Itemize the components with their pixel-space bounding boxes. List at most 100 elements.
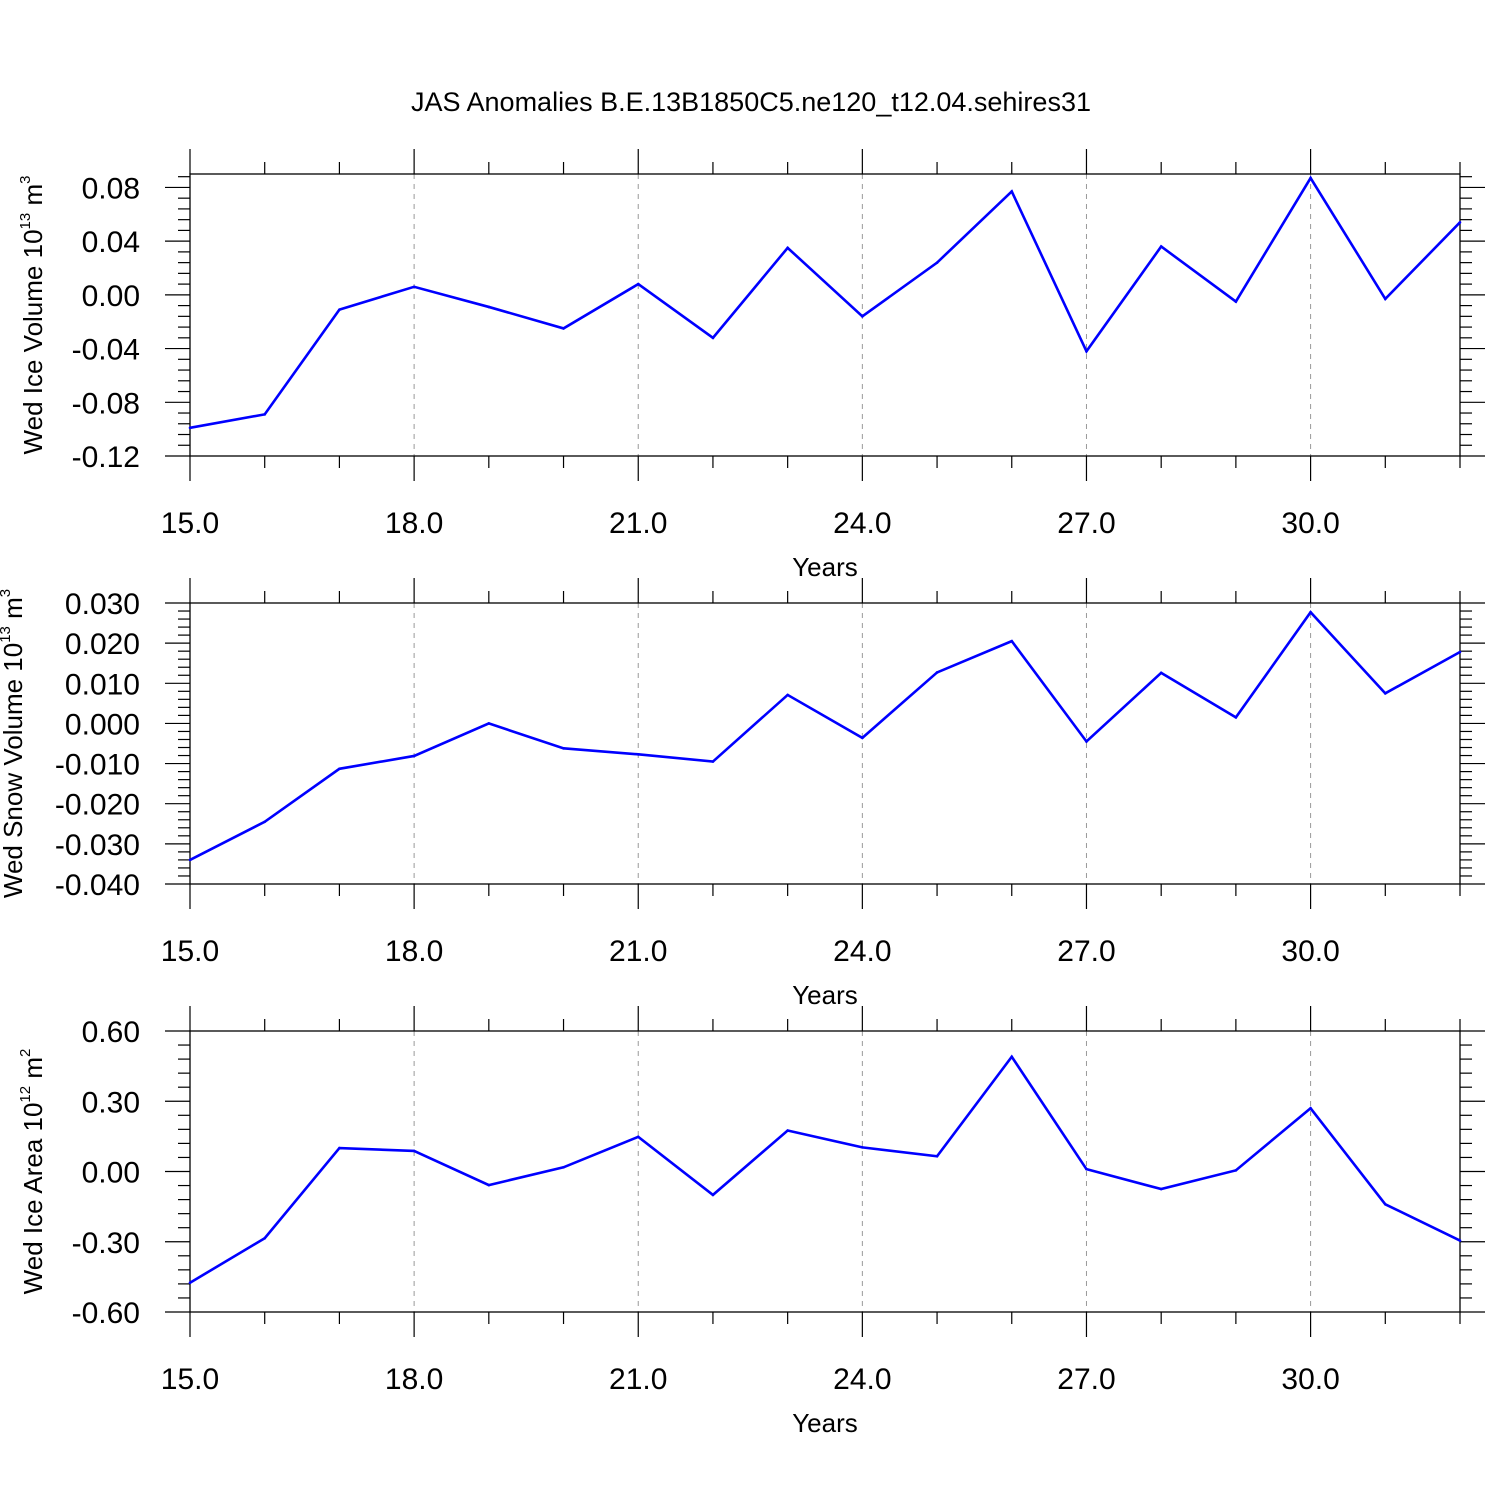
x-tick-label: 18.0 [385, 1363, 443, 1396]
data-point [636, 1135, 640, 1139]
data-point [1309, 1106, 1312, 1110]
data-point [636, 282, 640, 286]
data-point [412, 1149, 416, 1153]
x-tick-label: 30.0 [1281, 1363, 1339, 1396]
data-point [1234, 716, 1238, 719]
y-tick-label: 0.30 [82, 1086, 140, 1119]
data-point [412, 754, 416, 758]
x-axis-label: Years [792, 980, 858, 1010]
data-point [1383, 692, 1387, 695]
data-point [562, 327, 565, 330]
data-point [935, 1154, 939, 1158]
y-tick-label: -0.60 [72, 1297, 140, 1330]
panel-1: 15.0 18.0 21.0 24.0 27.0 30.0 -0.12 -0.08 -0.04 0… [17, 149, 1485, 582]
data-point [786, 693, 789, 697]
y-tick-label: -0.30 [72, 1227, 140, 1260]
y-tick-label: 0.00 [82, 1157, 140, 1190]
x-tick-label: 15.0 [161, 507, 219, 540]
y-tick-label: -0.020 [55, 789, 140, 822]
data-point [861, 315, 864, 318]
plot-frame [189, 173, 1461, 457]
data-point [188, 1281, 192, 1285]
x-axis-label: Years [792, 552, 858, 582]
x-tick-label: 21.0 [609, 507, 667, 540]
x-tick-label: 30.0 [1281, 507, 1339, 540]
data-point [338, 1146, 341, 1150]
y-tick-label: -0.010 [55, 749, 140, 782]
y-axis-label: Wed Ice Volume 1013 m3 [17, 176, 48, 455]
y-tick-label: -0.08 [72, 387, 140, 420]
data-point [935, 261, 939, 264]
x-tick-label: 15.0 [161, 935, 219, 968]
data-point [1085, 349, 1088, 353]
series-line [189, 1054, 1461, 1284]
y-tick-label: 0.04 [82, 226, 140, 259]
x-tick-label: 21.0 [609, 935, 667, 968]
x-axis-label: Years [792, 1408, 858, 1438]
x-tick-label: 15.0 [161, 1363, 219, 1396]
data-point [1458, 650, 1462, 654]
data-point [562, 1165, 565, 1169]
y-axis-label: Wed Ice Area 1012 m2 [17, 1049, 48, 1295]
data-point [263, 413, 267, 416]
data-point [487, 722, 491, 725]
data-point [1010, 1055, 1014, 1059]
x-tick-label: 24.0 [833, 507, 891, 540]
data-point [1234, 1169, 1238, 1172]
data-point [861, 1146, 864, 1149]
data-point [711, 760, 715, 763]
data-point [1159, 245, 1163, 248]
x-tick-label: 18.0 [385, 935, 443, 968]
data-point [338, 308, 341, 311]
y-tick-label: 0.020 [65, 628, 140, 661]
y-tick-label: 0.000 [65, 708, 140, 741]
y-tick-label: 0.010 [65, 668, 140, 701]
y-tick-label: -0.030 [55, 829, 140, 862]
y-tick-label: 0.00 [82, 280, 140, 313]
data-point [861, 736, 864, 740]
x-tick-label: 24.0 [833, 1363, 891, 1396]
data-point [338, 767, 341, 771]
data-point [1010, 639, 1014, 643]
x-tick-label: 27.0 [1057, 1363, 1115, 1396]
plot-frame [189, 602, 1461, 885]
data-point [188, 858, 192, 862]
x-tick-label: 24.0 [833, 935, 891, 968]
data-point [1309, 610, 1312, 614]
x-tick-label: 21.0 [609, 1363, 667, 1396]
data-point [1010, 190, 1014, 193]
x-tick-label: 30.0 [1281, 935, 1339, 968]
series-line [189, 175, 1461, 430]
y-tick-label: 0.08 [82, 172, 140, 205]
data-point [1085, 740, 1088, 743]
data-point [1458, 221, 1462, 224]
y-tick-label: -0.12 [72, 441, 140, 474]
y-tick-label: 0.60 [82, 1016, 140, 1049]
y-axis-label: Wed Snow Volume 1013 m3 [0, 589, 28, 898]
panel-3: 15.0 18.0 21.0 24.0 27.0 30.0 -0.60 -0.30 0.00 0.… [17, 1006, 1485, 1438]
data-point [1383, 1202, 1387, 1206]
x-tick-label: 27.0 [1057, 507, 1115, 540]
panel-2: 15.0 18.0 21.0 24.0 27.0 30.0 -0.040 -0.030 -0.0… [0, 578, 1485, 1010]
data-point [636, 753, 640, 756]
data-point [562, 747, 565, 750]
data-point [1159, 671, 1163, 675]
data-point [1309, 176, 1312, 180]
data-point [487, 305, 491, 309]
x-tick-label: 18.0 [385, 507, 443, 540]
y-tick-label: -0.04 [72, 334, 140, 367]
data-point [1159, 1187, 1163, 1191]
y-tick-label: -0.040 [55, 869, 140, 902]
data-point [711, 1193, 715, 1197]
figure-title: JAS Anomalies B.E.13B1850C5.ne120_t12.04… [411, 87, 1091, 117]
data-point [263, 820, 267, 824]
panels: 15.0 18.0 21.0 24.0 27.0 30.0-0.12-0.08-0.040… [0, 149, 1485, 1438]
data-point [487, 1183, 491, 1187]
data-point [1458, 1239, 1462, 1242]
data-point [1383, 297, 1387, 301]
data-point [786, 246, 789, 250]
data-point [412, 285, 416, 289]
series-line [189, 610, 1461, 862]
data-point [1234, 300, 1238, 303]
